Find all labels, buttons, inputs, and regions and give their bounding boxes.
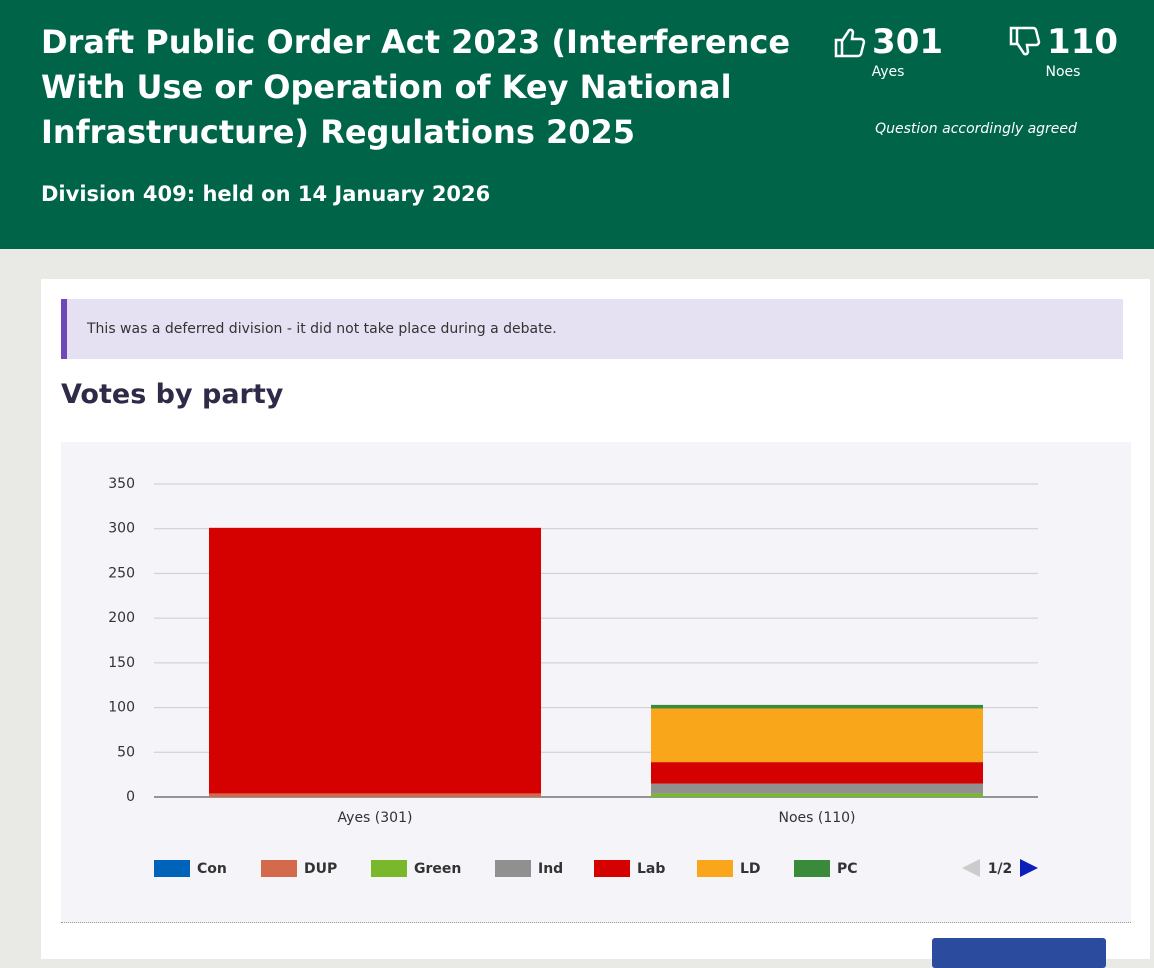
ayes-count: 301 <box>872 22 944 62</box>
bar-segment <box>651 704 983 709</box>
legend-swatch <box>697 860 733 877</box>
button[interactable] <box>932 938 1106 968</box>
content-card: This was a deferred division - it did no… <box>41 279 1150 968</box>
legend-label: PC <box>837 861 858 877</box>
outcome: Question accordingly agreed <box>875 121 1077 137</box>
noes-count: 110 <box>1047 22 1119 62</box>
header: Draft Public Order Act 2023 (Interferenc… <box>0 0 1154 249</box>
notice: This was a deferred division - it did no… <box>61 299 1123 359</box>
chart: 0 50 100 150 200 250 300 350 Ayes (301) Noes (110… <box>108 476 1038 877</box>
y-tick-label: 0 <box>126 789 135 805</box>
section-title: Votes by party <box>61 379 284 410</box>
division-subtitle: Division 409: held on 14 January 2026 <box>41 182 491 206</box>
ayes-summary: 301 Ayes <box>818 22 958 80</box>
legend-label: Ind <box>538 861 563 877</box>
bar-segment <box>651 708 983 763</box>
bar-segment <box>209 527 541 794</box>
bar-segment <box>651 783 983 794</box>
chart-container: 0 50 100 150 200 250 300 350 Ayes (301) Noes (110… <box>61 442 1131 923</box>
legend-page: 1/2 <box>988 861 1013 877</box>
y-tick-label: 100 <box>108 700 135 716</box>
x-tick-label: Ayes (301) <box>338 810 413 826</box>
legend-swatch <box>495 860 531 877</box>
bar-segment <box>209 793 541 797</box>
y-tick-label: 200 <box>108 610 135 626</box>
legend-label: DUP <box>304 861 337 877</box>
bar-segment <box>651 793 983 797</box>
legend-next[interactable] <box>1020 859 1038 877</box>
legend-swatch <box>261 860 297 877</box>
ayes-label: Ayes <box>871 64 905 80</box>
legend-swatch <box>154 860 190 877</box>
thumb-up-icon <box>834 28 866 58</box>
legend-prev[interactable] <box>962 859 980 877</box>
legend-label: LD <box>740 861 761 877</box>
bar-segment <box>651 762 983 784</box>
y-tick-label: 250 <box>108 565 135 581</box>
noes-summary: 110 Noes <box>993 22 1133 80</box>
thumb-down-icon <box>1009 26 1041 56</box>
y-tick-label: 50 <box>117 744 135 760</box>
legend-label: Lab <box>637 861 665 877</box>
legend-label: Green <box>414 861 461 877</box>
y-tick-label: 300 <box>108 521 135 537</box>
y-tick-label: 150 <box>108 655 135 671</box>
legend-swatch <box>794 860 830 877</box>
legend-swatch <box>371 860 407 877</box>
legend-label: Con <box>197 861 227 877</box>
noes-label: Noes <box>1045 64 1081 80</box>
y-tick-label: 350 <box>108 476 135 492</box>
legend-swatch <box>594 860 630 877</box>
division-title: Draft Public Order Act 2023 (Interferenc… <box>41 23 791 151</box>
x-tick-label: Noes (110) <box>778 810 855 826</box>
